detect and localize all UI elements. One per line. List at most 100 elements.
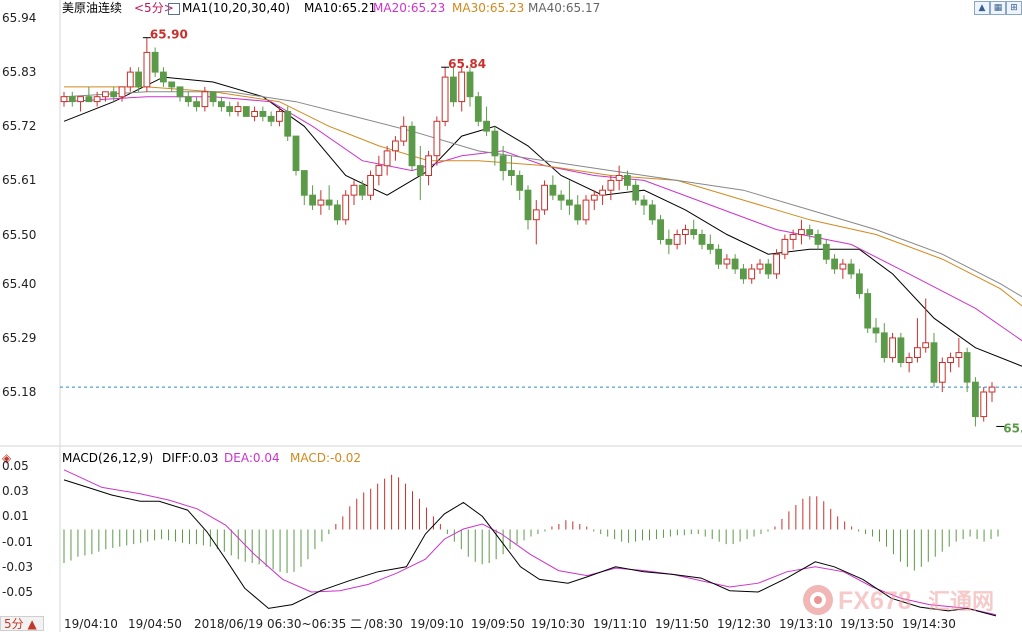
candle-body: [184, 96, 192, 103]
candle-body: [392, 140, 399, 152]
candle-body: [466, 71, 474, 98]
ma-line-ma40: [63, 91, 1022, 298]
candle-body: [897, 337, 905, 363]
candle-body: [748, 268, 756, 280]
candle-body: [947, 357, 955, 364]
candle-body: [118, 86, 126, 98]
time-tick-label: 19/11:10: [593, 617, 647, 631]
candle-body: [781, 238, 789, 255]
candle-body: [342, 194, 350, 221]
macd-value-label: MACD:-0.02: [290, 451, 362, 465]
candle-body: [549, 184, 557, 196]
candle-body: [673, 234, 681, 245]
candle-body: [541, 184, 549, 211]
candle-body: [60, 96, 68, 103]
candle-body: [938, 362, 946, 383]
candle-body: [358, 184, 366, 196]
time-tick-label: 19/09:50: [471, 617, 525, 631]
candle-body: [889, 337, 897, 359]
diff-line: [63, 479, 997, 617]
bar-chart-icon[interactable]: ▦: [990, 1, 1006, 15]
candle-body: [110, 91, 118, 98]
ma-line-ma10: [63, 76, 1022, 367]
candle-body: [847, 263, 855, 275]
candle-body: [955, 352, 963, 359]
macd-tick-label: -0.03: [2, 559, 34, 574]
candle-body: [740, 268, 747, 280]
candle-body: [814, 234, 822, 245]
macd-tick-label: -0.01: [2, 534, 34, 549]
arrow-up-icon[interactable]: ▲: [974, 1, 990, 15]
candle-body: [400, 125, 408, 142]
time-tick-label: 19/13:50: [840, 617, 894, 631]
candle-body: [135, 71, 142, 88]
candle-body: [85, 96, 93, 103]
candle-body: [375, 165, 383, 176]
candle-body: [267, 115, 275, 122]
candle-body: [168, 81, 176, 88]
candle-body: [499, 155, 507, 172]
macd-tick-label: 0.01: [2, 509, 29, 524]
candle-body: [425, 155, 433, 177]
candle-body: [350, 184, 358, 196]
candle-body: [458, 71, 466, 103]
price-tick-label: 65.40: [2, 276, 37, 291]
candle-body: [698, 234, 706, 245]
candle-body: [126, 71, 134, 88]
candle-body: [68, 96, 76, 103]
candle-body: [251, 111, 258, 117]
candle-body: [383, 150, 391, 167]
time-tick-label: 19/09:10: [410, 617, 464, 631]
time-tooltip: 2018/06/19 06:30~06:35 二: [192, 617, 365, 631]
time-tick-label: 19/04:50: [128, 617, 182, 631]
extreme-label: 65.11: [1003, 421, 1022, 435]
period-selector[interactable]: 5分 ▲: [0, 616, 44, 631]
macd-settings-icon[interactable]: ◈: [2, 451, 12, 465]
zoom-icon[interactable]: ⊞: [1006, 1, 1022, 15]
candle-body: [276, 111, 283, 122]
candle-body: [930, 342, 938, 383]
candle-body: [325, 199, 333, 206]
extreme-label: 65.90: [150, 28, 188, 42]
candle-body: [193, 101, 200, 108]
candle-body: [872, 327, 880, 334]
candle-body: [880, 332, 888, 358]
candle-body: [806, 229, 814, 236]
candle-body: [234, 106, 242, 112]
macd-tick-label: 0.03: [2, 484, 29, 499]
candle-body: [160, 71, 167, 83]
candle-body: [259, 111, 267, 117]
time-tick-label: 19/13:10: [779, 617, 833, 631]
price-tick-label: 65.50: [2, 227, 37, 242]
candle-body: [93, 96, 101, 103]
candle-body: [284, 111, 292, 137]
candle-body: [648, 204, 656, 221]
candle-body: [334, 204, 341, 221]
candle-body: [317, 199, 325, 206]
candle-body: [615, 175, 623, 181]
diff-label: DIFF:0.03: [162, 451, 219, 465]
candle-body: [723, 258, 731, 265]
ma10-label: MA10:65.21: [304, 1, 377, 15]
candle-body: [143, 51, 151, 88]
candle-body: [483, 120, 491, 132]
candle-body: [839, 263, 847, 270]
candle-body: [856, 273, 863, 295]
candle-body: [905, 357, 913, 364]
candle-body: [218, 101, 225, 108]
candle-body: [665, 238, 673, 245]
ma-config-label[interactable]: MA1(10,20,30,40): [182, 1, 291, 15]
macd-tick-label: 0.05: [2, 459, 29, 473]
candle-body: [516, 175, 524, 191]
ma40-label: MA40:65.17: [528, 1, 601, 15]
macd-panel: [63, 469, 999, 617]
candle-body: [416, 165, 424, 176]
candle-body: [706, 243, 714, 250]
candle-body: [292, 135, 300, 172]
candle-body: [441, 76, 449, 122]
candle-body: [922, 342, 930, 349]
period-label: <5分>: [134, 1, 174, 15]
time-tick-label: 19/11:50: [655, 617, 709, 631]
ma20-label: MA20:65.23: [373, 1, 446, 15]
